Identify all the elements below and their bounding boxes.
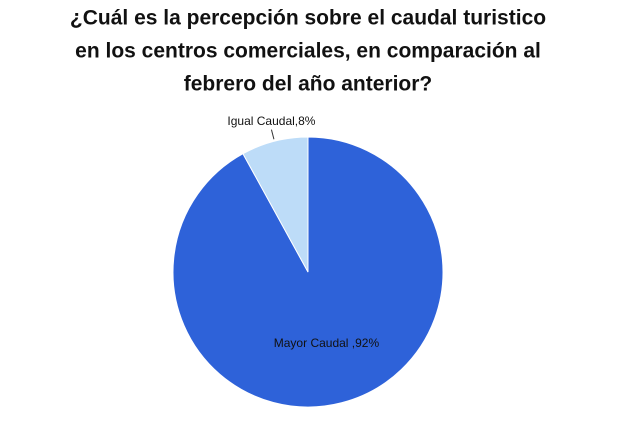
chart-title: ¿Cuál es la percepción sobre el caudal t… — [70, 7, 546, 30]
chart-title: febrero del año anterior? — [184, 73, 433, 96]
data-label: Mayor Caudal ,92% — [274, 336, 380, 350]
pie-slice — [242, 136, 309, 273]
data-label: Igual Caudal,8% — [227, 114, 315, 128]
chart-title: en los centros comerciales, en comparaci… — [75, 40, 541, 63]
leader-line — [270, 129, 275, 140]
